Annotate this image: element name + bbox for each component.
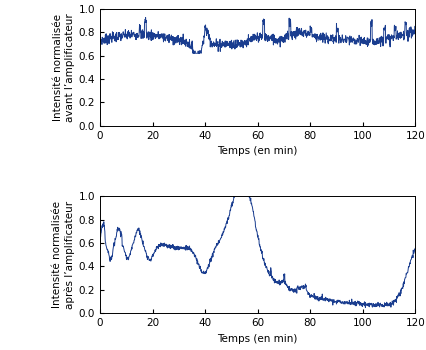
X-axis label: Temps (en min): Temps (en min) — [218, 334, 298, 344]
X-axis label: Temps (en min): Temps (en min) — [218, 146, 298, 156]
Y-axis label: Intensité normalisée
après l’amplificateur: Intensité normalisée après l’amplificate… — [52, 201, 75, 309]
Y-axis label: Intensité normalisée
avant l’amplificateur: Intensité normalisée avant l’amplificate… — [53, 13, 75, 122]
